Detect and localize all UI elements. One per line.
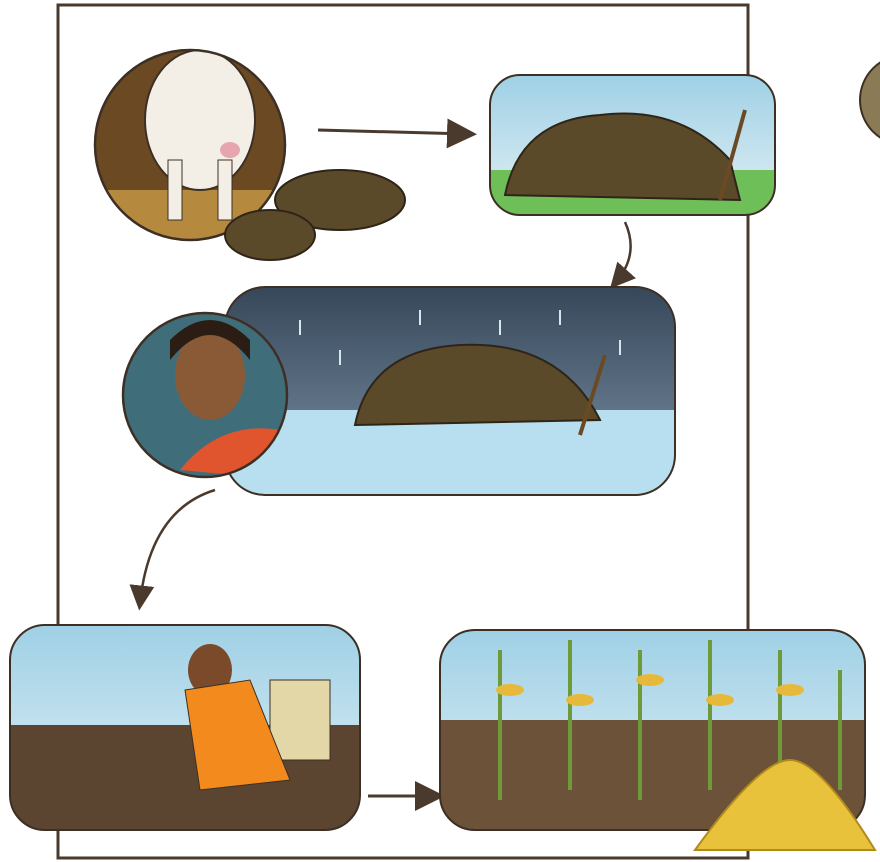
- arrow: [318, 130, 468, 134]
- page-body: {}: [0, 0, 880, 862]
- page: Illustrated manure cycle html, body { ma…: [0, 0, 880, 862]
- arrow: [140, 490, 215, 603]
- planting-scene: [10, 625, 360, 830]
- illustration: [0, 0, 880, 862]
- rain-scene: [120, 287, 675, 495]
- cow-scene: [90, 45, 405, 260]
- arrow: [615, 222, 631, 283]
- cut-off-scene: [860, 55, 880, 145]
- heap-scene: [490, 75, 775, 215]
- maize-scene: [440, 630, 875, 850]
